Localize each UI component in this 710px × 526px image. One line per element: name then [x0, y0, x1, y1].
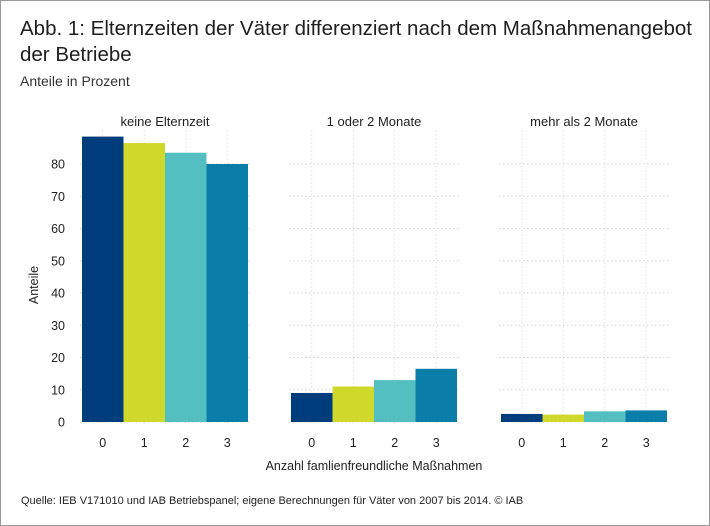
y-tick-label: 70 — [51, 190, 65, 204]
y-tick-label: 0 — [58, 416, 65, 430]
bar — [625, 410, 667, 422]
bar — [584, 411, 626, 422]
x-tick-label: 2 — [391, 436, 398, 450]
bar — [415, 368, 457, 422]
bar — [165, 152, 207, 422]
x-tick-label: 1 — [350, 436, 357, 450]
y-tick-label: 40 — [51, 287, 65, 301]
panel-title: keine Elternzeit — [121, 114, 210, 129]
x-tick-label: 0 — [99, 436, 106, 450]
x-tick-label: 0 — [308, 436, 315, 450]
y-tick-label: 80 — [51, 158, 65, 172]
bar — [374, 380, 416, 422]
x-tick-label: 0 — [518, 436, 525, 450]
bar — [123, 143, 165, 422]
bar — [82, 136, 124, 422]
chart-title: Abb. 1: Elternzeiten der Väter differenz… — [20, 17, 692, 66]
y-tick-label: 50 — [51, 254, 65, 268]
x-tick-label: 1 — [560, 436, 567, 450]
bar — [206, 164, 248, 422]
chart-subtitle: Anteile in Prozent — [20, 73, 130, 89]
bar — [291, 392, 333, 422]
bar — [501, 413, 543, 422]
y-tick-label: 20 — [51, 351, 65, 365]
x-tick-label: 1 — [141, 436, 148, 450]
x-axis-title: Anzahl famlienfreundliche Maßnahmen — [266, 459, 483, 473]
x-tick-label: 3 — [433, 436, 440, 450]
y-axis-title: Anteile — [27, 266, 41, 304]
x-tick-label: 2 — [182, 436, 189, 450]
source-note: Quelle: IEB V171010 und IAB Betriebspane… — [21, 495, 524, 507]
y-tick-label: 10 — [51, 383, 65, 397]
x-tick-label: 3 — [224, 436, 231, 450]
x-tick-label: 2 — [601, 436, 608, 450]
y-tick-label: 60 — [51, 222, 65, 236]
bar — [332, 386, 374, 422]
panel-title: mehr als 2 Monate — [530, 114, 638, 129]
x-tick-label: 3 — [643, 436, 650, 450]
bar — [542, 414, 584, 422]
y-tick-label: 30 — [51, 319, 65, 333]
panel-title: 1 oder 2 Monate — [327, 114, 422, 129]
